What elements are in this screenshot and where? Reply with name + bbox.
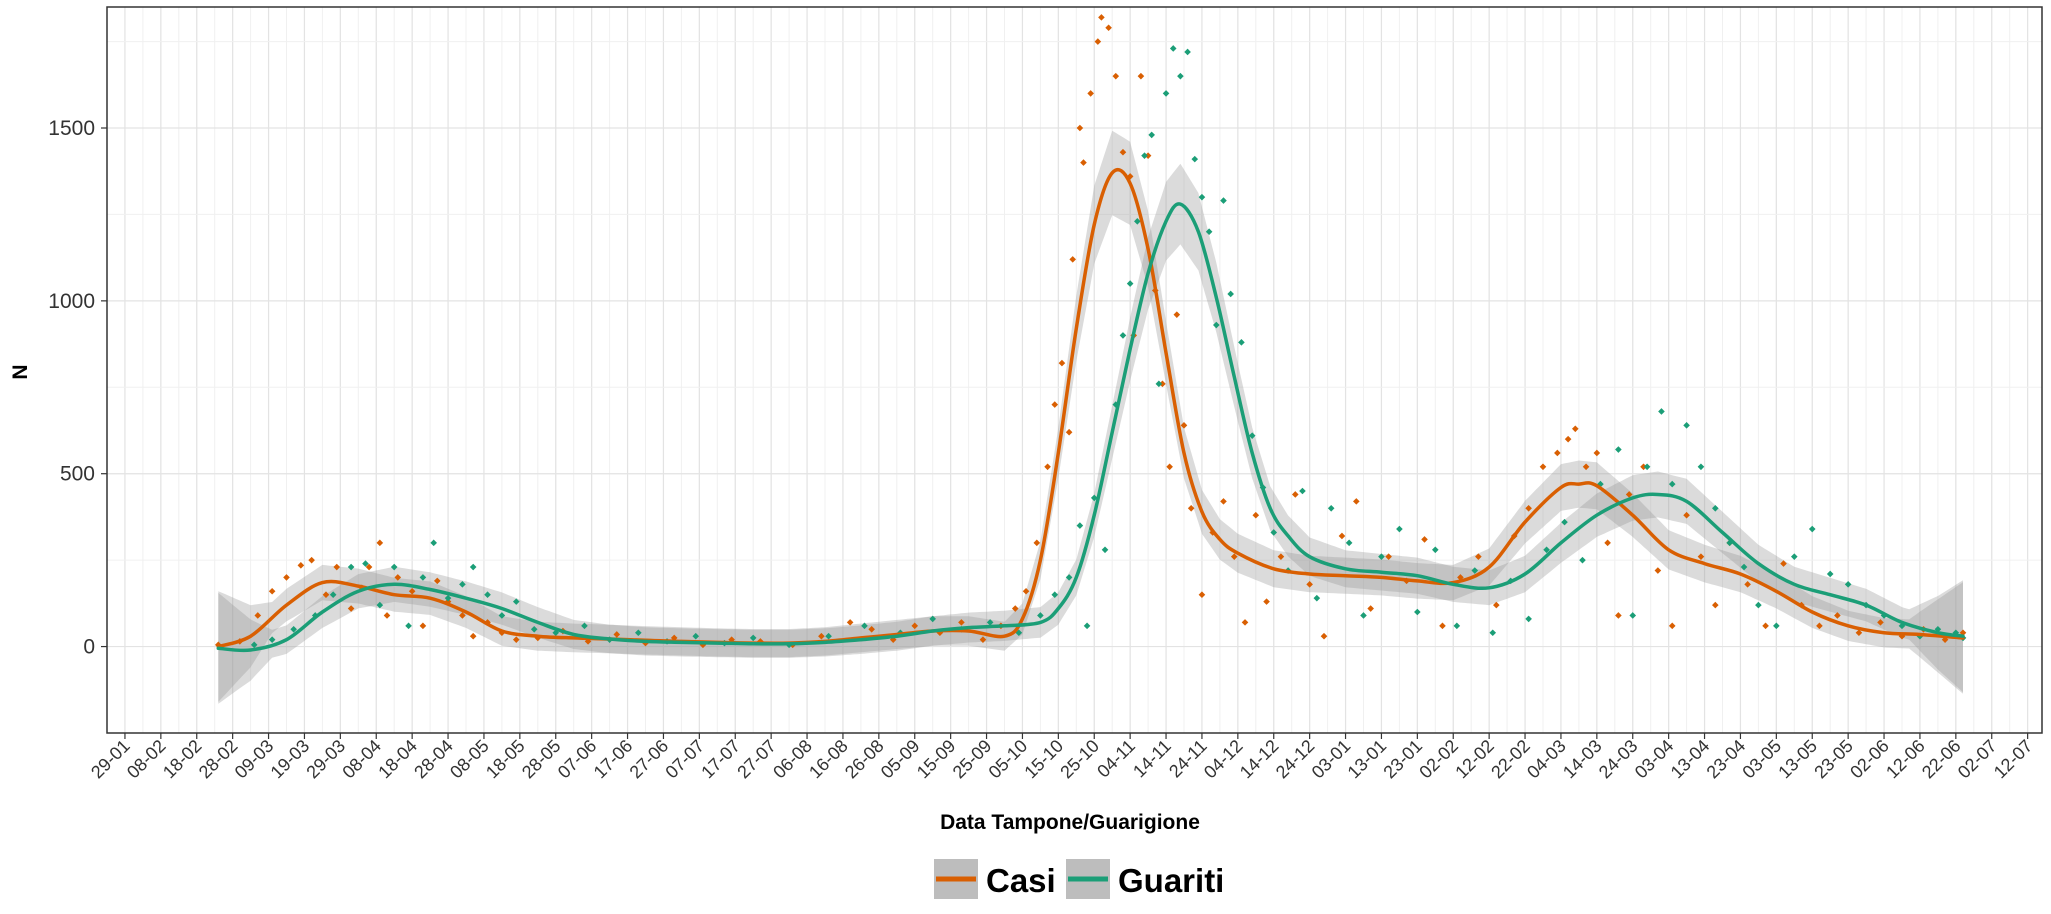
y-tick-label: 0 <box>83 636 95 659</box>
legend: Casi Guariti <box>934 859 1224 899</box>
legend-label-casi: Casi <box>986 862 1056 899</box>
x-axis-title: Data Tampone/Guarigione <box>940 811 1200 834</box>
y-tick-label: 1500 <box>48 117 95 140</box>
legend-label-guariti: Guariti <box>1118 862 1224 899</box>
legend-item-guariti: Guariti <box>1066 859 1224 899</box>
y-axis-title: N <box>9 364 32 379</box>
legend-item-casi: Casi <box>934 859 1056 899</box>
y-tick-label: 1000 <box>48 290 95 313</box>
y-tick-label: 500 <box>60 463 95 486</box>
